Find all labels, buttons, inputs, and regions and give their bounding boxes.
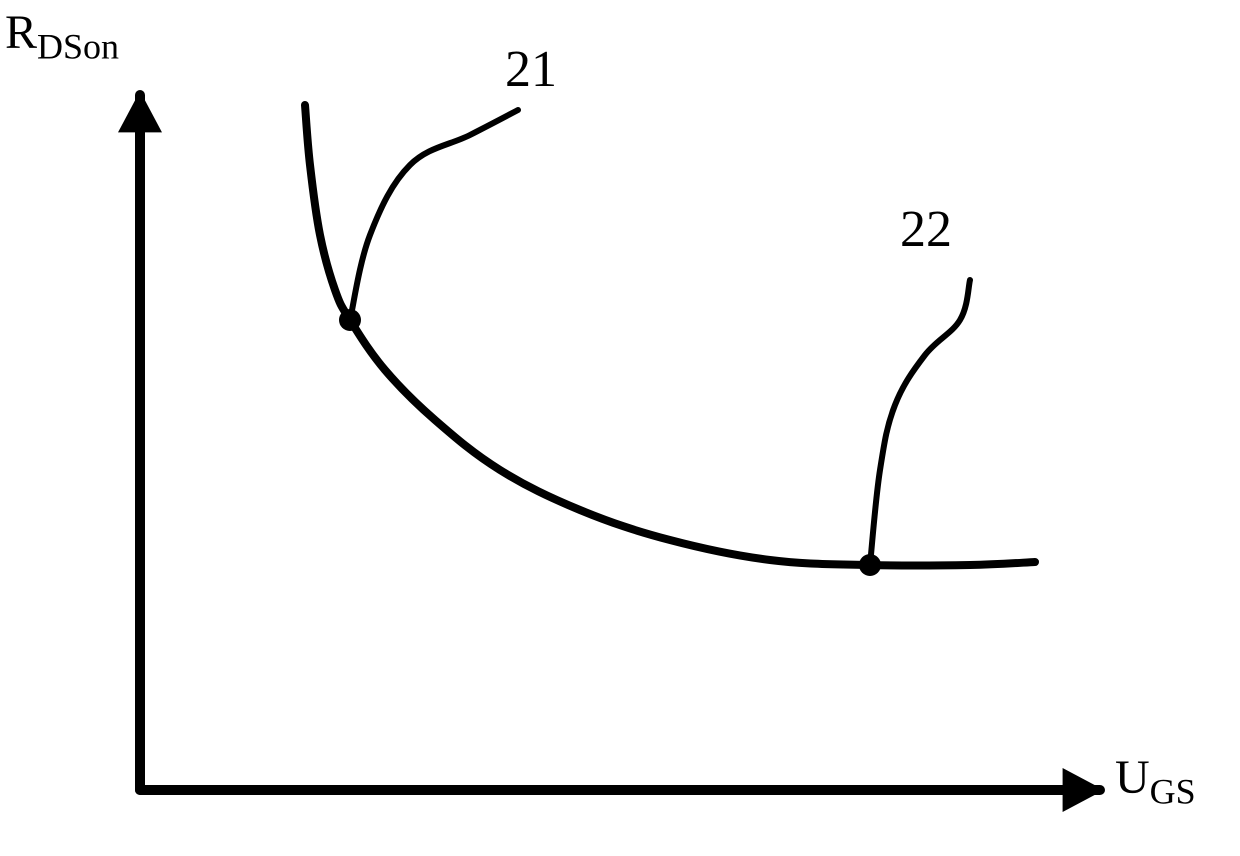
x-axis-label-main: U: [1115, 751, 1150, 804]
rdson-curve: [305, 105, 1035, 566]
chart-container: RDSon UGS 21 22: [0, 0, 1240, 851]
y-axis-label-main: R: [5, 6, 37, 59]
x-axis-label: UGS: [1115, 750, 1196, 813]
y-axis-label-sub: DSon: [37, 27, 119, 67]
callout-22-label: 22: [900, 200, 952, 259]
callout-21-label: 21: [505, 40, 557, 99]
y-axis-label: RDSon: [5, 5, 119, 68]
point-21: [339, 309, 361, 331]
point-22: [859, 554, 881, 576]
x-axis-label-sub: GS: [1150, 772, 1196, 812]
callout-22-leader: [870, 280, 970, 565]
callout-21-leader: [350, 110, 518, 320]
chart-svg: [0, 0, 1240, 851]
